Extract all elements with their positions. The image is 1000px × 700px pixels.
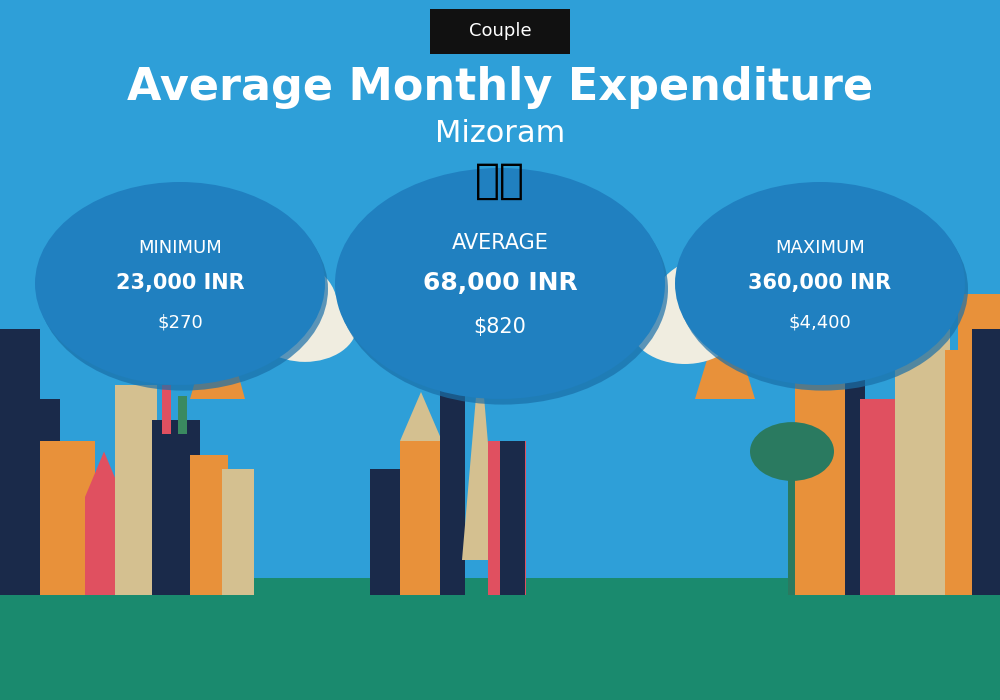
Bar [958,294,1000,595]
Circle shape [653,254,797,355]
Bar [152,420,200,595]
Text: AVERAGE: AVERAGE [452,233,548,253]
Polygon shape [400,392,442,441]
Bar [488,441,526,595]
Bar [0,329,40,595]
Bar [972,329,1000,595]
Bar [440,385,465,595]
Circle shape [678,188,968,391]
Text: 68,000 INR: 68,000 INR [423,272,577,295]
Polygon shape [85,452,123,497]
Bar [400,441,442,595]
Polygon shape [462,350,498,560]
Text: MINIMUM: MINIMUM [138,239,222,257]
Bar [895,329,950,595]
Bar [788,452,796,595]
Bar [500,441,525,595]
Text: $820: $820 [474,317,526,337]
Text: $270: $270 [157,313,203,331]
Circle shape [38,188,328,391]
Circle shape [630,287,740,364]
Bar [162,385,171,434]
Bar [860,399,900,595]
Circle shape [163,282,287,369]
Text: 23,000 INR: 23,000 INR [116,274,244,293]
Text: $4,400: $4,400 [789,313,851,331]
FancyBboxPatch shape [0,578,1000,700]
Circle shape [338,174,668,405]
Circle shape [750,422,834,481]
Text: 🇮🇳: 🇮🇳 [475,160,525,202]
Bar [222,469,254,595]
Circle shape [675,182,965,385]
Circle shape [253,289,357,362]
Bar [370,469,405,595]
Circle shape [335,168,665,399]
Text: Mizoram: Mizoram [435,118,565,148]
Bar [945,350,1000,595]
Bar [178,395,187,434]
Text: Couple: Couple [469,22,531,41]
Bar [190,455,228,595]
Polygon shape [695,301,755,399]
Bar [795,343,850,595]
Bar [40,441,95,595]
FancyBboxPatch shape [430,8,570,55]
Text: 360,000 INR: 360,000 INR [748,274,892,293]
Text: MAXIMUM: MAXIMUM [775,239,865,257]
Bar [85,497,123,595]
Bar [845,301,865,595]
Circle shape [193,254,337,355]
Circle shape [712,290,812,360]
Circle shape [35,182,325,385]
Bar [0,399,60,595]
Polygon shape [190,301,245,399]
Text: Average Monthly Expenditure: Average Monthly Expenditure [127,66,873,109]
Bar [115,385,157,595]
